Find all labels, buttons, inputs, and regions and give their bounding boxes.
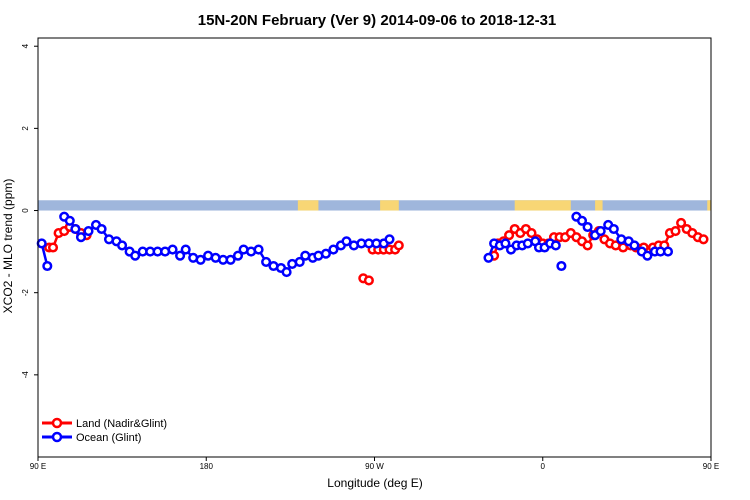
legend-label-ocean: Ocean (Glint) [76, 432, 141, 444]
y-axis: -4 -2 0 2 4 [21, 43, 38, 378]
data-point [595, 226, 606, 237]
data-point [96, 223, 107, 235]
data-point [483, 252, 494, 263]
y-tick-label: 2 [21, 126, 30, 131]
y-tick-label: 4 [21, 43, 30, 48]
data-point [576, 215, 588, 226]
land-band-segment [380, 200, 399, 211]
data-point [662, 246, 674, 257]
legend: Land (Nadir&Glint) Ocean (Glint) [42, 417, 167, 444]
data-point [582, 221, 593, 233]
data-point [175, 250, 186, 261]
legend-label-land: Land (Nadir&Glint) [76, 418, 167, 430]
data-point [582, 240, 593, 251]
legend-marker-ocean [51, 431, 63, 443]
data-point [130, 250, 141, 261]
data-point [676, 217, 687, 228]
data-point [225, 254, 236, 265]
legend-marker-land [51, 417, 63, 429]
data-point [629, 240, 640, 251]
data-point [526, 228, 537, 239]
data-point [281, 267, 292, 278]
data-point [195, 254, 206, 265]
x-axis: 90 E 180 90 W 0 90 E [30, 457, 719, 471]
data-point [83, 226, 94, 237]
x-tick-label: 90 E [30, 462, 46, 471]
series-layer [36, 211, 709, 286]
x-tick-label: 180 [200, 462, 214, 471]
ocean-band [38, 200, 711, 211]
data-point [47, 242, 59, 253]
data-point [384, 234, 395, 245]
data-point [670, 226, 681, 237]
y-tick-label: 0 [21, 208, 30, 213]
data-point [70, 223, 81, 235]
land-band-segment [595, 200, 603, 211]
y-axis-label: XCO2 - MLO trend (ppm) [1, 179, 15, 314]
land-ocean-band [38, 200, 711, 211]
data-point [261, 256, 272, 267]
data-point [117, 240, 128, 251]
land-band-segment [297, 200, 319, 211]
data-point [500, 238, 511, 249]
data-point [167, 244, 178, 255]
data-point [608, 223, 619, 235]
data-point [341, 236, 352, 247]
data-point [698, 234, 709, 245]
y-tick-label: -2 [21, 289, 30, 297]
data-point [180, 244, 191, 255]
data-point [320, 248, 331, 259]
data-point [393, 240, 404, 251]
data-point [642, 250, 653, 261]
x-tick-label: 90 E [703, 462, 719, 471]
data-point [36, 238, 47, 249]
land-band-segment [514, 200, 571, 211]
land-band-segment [707, 200, 711, 211]
x-tick-label: 90 W [365, 462, 384, 471]
data-point [232, 250, 244, 261]
y-tick-label: -4 [21, 371, 30, 379]
x-axis-label: Longitude (deg E) [327, 476, 422, 490]
data-point [75, 232, 87, 243]
data-point [550, 240, 561, 251]
data-point [253, 244, 264, 255]
x-tick-label: 0 [541, 462, 546, 471]
data-point [556, 260, 567, 272]
data-point [328, 244, 339, 255]
chart-title: 15N-20N February (Ver 9) 2014-09-06 to 2… [198, 12, 557, 29]
data-point [294, 256, 305, 267]
data-point [504, 230, 515, 241]
series-ocean [36, 211, 674, 278]
data-point [42, 260, 53, 272]
data-point [64, 215, 75, 226]
data-point [363, 275, 374, 286]
